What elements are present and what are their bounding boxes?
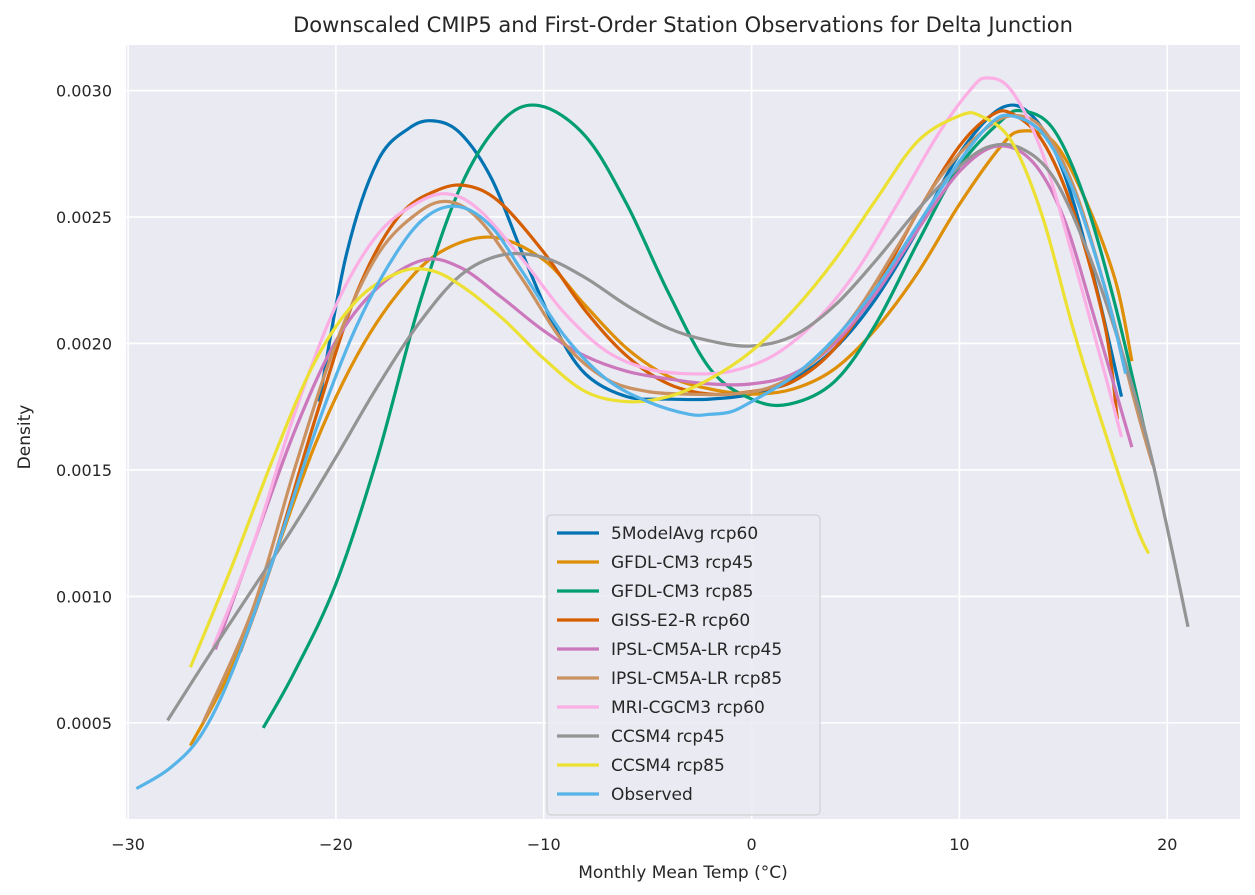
y-tick-label: 0.0015 bbox=[56, 461, 112, 480]
x-tick-label: 0 bbox=[746, 835, 756, 854]
grid bbox=[126, 45, 1240, 819]
x-tick-label: −20 bbox=[319, 835, 353, 854]
series-line-gfdl-cm3-rcp85 bbox=[261, 103, 1151, 729]
series-line-mri-cgcm3-rcp60 bbox=[211, 76, 1124, 648]
x-axis-label: Monthly Mean Temp (°C) bbox=[578, 863, 788, 883]
legend-label-ccsm4-rcp45: CCSM4 rcp45 bbox=[611, 727, 725, 747]
legend-label-observed: Observed bbox=[611, 785, 693, 805]
y-tick-label: 0.0025 bbox=[56, 208, 112, 227]
x-tick-label: −10 bbox=[527, 835, 561, 854]
series-line-5modelavg-rcp60 bbox=[317, 103, 1124, 402]
y-axis-label: Density bbox=[15, 405, 35, 470]
legend-label-ipsl-cm5a-lr-rcp45: IPSL-CM5A-LR rcp45 bbox=[611, 640, 782, 660]
x-tick-label: −30 bbox=[111, 835, 145, 854]
legend-label-giss-e2-r-rcp60: GISS-E2-R rcp60 bbox=[611, 611, 750, 631]
tick-labels: −30 −20 −10 0 10 20 0.0005 0.0010 0.0015 0.0020 0.… bbox=[56, 82, 1177, 854]
y-tick-label: 0.0030 bbox=[56, 82, 112, 101]
legend-label-ccsm4-rcp85: CCSM4 rcp85 bbox=[611, 756, 725, 776]
legend-label-gfdl-cm3-rcp45: GFDL-CM3 rcp45 bbox=[611, 553, 754, 573]
legend-label-gfdl-cm3-rcp85: GFDL-CM3 rcp85 bbox=[611, 582, 754, 602]
series-line-ipsl-cm5a-lr-rcp85 bbox=[201, 114, 1155, 724]
legend: 5ModelAvg rcp60 GFDL-CM3 rcp45 GFDL-CM3 rc… bbox=[546, 514, 821, 816]
legend-box bbox=[546, 514, 821, 816]
series-line-observed bbox=[135, 113, 1128, 790]
series-lines bbox=[135, 76, 1190, 790]
series-line-ccsm4-rcp45 bbox=[166, 142, 1190, 722]
y-tick-label: 0.0005 bbox=[56, 714, 112, 733]
y-tick-label: 0.0010 bbox=[56, 587, 112, 606]
chart-title: Downscaled CMIP5 and First-Order Station… bbox=[293, 13, 1073, 37]
y-tick-label: 0.0020 bbox=[56, 334, 112, 353]
series-line-gfdl-cm3-rcp45 bbox=[188, 129, 1134, 747]
legend-label-ipsl-cm5a-lr-rcp85: IPSL-CM5A-LR rcp85 bbox=[611, 669, 782, 689]
x-tick-label: 10 bbox=[949, 835, 969, 854]
series-line-ccsm4-rcp85 bbox=[188, 111, 1151, 668]
legend-label-mri-cgcm3-rcp60: MRI-CGCM3 rcp60 bbox=[611, 698, 765, 718]
legend-label-5modelavg-rcp60: 5ModelAvg rcp60 bbox=[611, 524, 758, 544]
x-tick-label: 20 bbox=[1157, 835, 1177, 854]
